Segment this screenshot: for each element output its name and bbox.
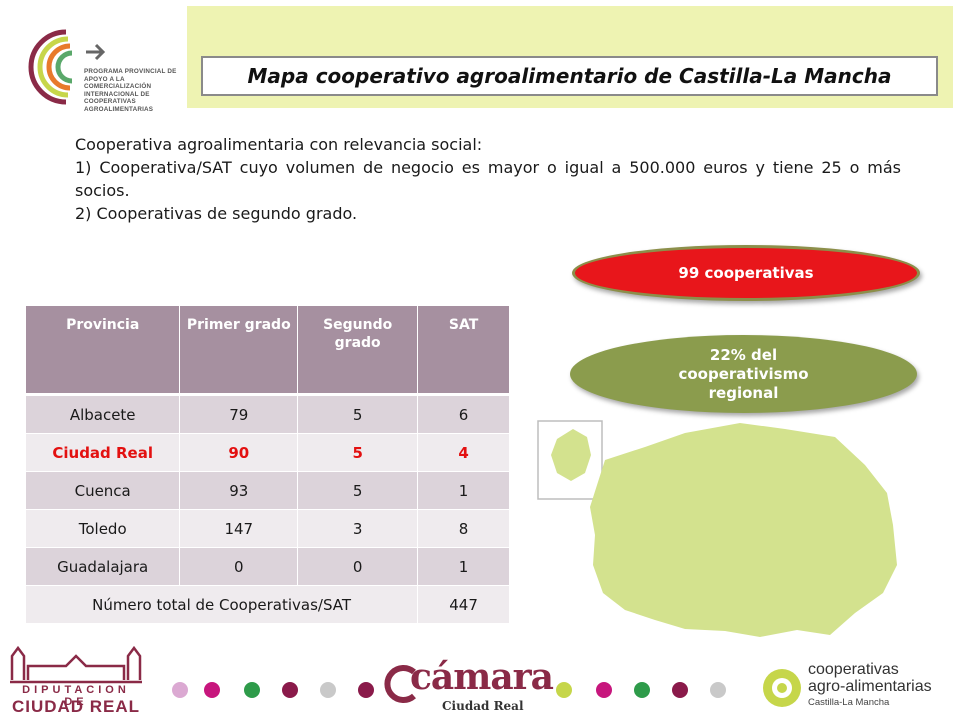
decorative-dot: [204, 682, 220, 698]
table-row: Cuenca 93 5 1: [26, 471, 510, 510]
cooperatives-table: Provincia Primer grado Segundo grado SAT…: [26, 306, 510, 624]
diputacion-line-2: CIUDAD REAL: [11, 697, 141, 716]
decorative-dot: [634, 682, 650, 698]
cooperatives-count-badge: 99 cooperativas: [572, 245, 920, 301]
table-cell: 147: [179, 509, 299, 548]
col-header-primer-grado: Primer grado: [179, 306, 299, 396]
table-cell: Cuenca: [26, 471, 181, 510]
regional-share-badge: 22% del cooperativismo regional: [570, 335, 917, 413]
decorative-dot: [710, 682, 726, 698]
arrow-right-icon: [86, 43, 106, 61]
coop-line-2: agro-alimentarias: [808, 678, 932, 695]
table-cell: 5: [297, 471, 419, 510]
table-cell: Guadalajara: [26, 547, 181, 586]
table-cell: 0: [297, 547, 419, 586]
decorative-dot: [672, 682, 688, 698]
diputacion-logo: DIPUTACION DE CIUDAD REAL: [6, 640, 146, 718]
region-shape: [590, 423, 897, 637]
table-total-row: Número total de Cooperativas/SAT 447: [26, 585, 510, 624]
table-row-highlighted: Ciudad Real 90 5 4: [26, 433, 510, 472]
intro-point-2: 2) Cooperativas de segundo grado.: [75, 204, 358, 223]
table-cell: 5: [297, 433, 419, 472]
diputacion-line-1: DIPUTACION DE: [22, 684, 130, 708]
table-cell: 93: [179, 471, 299, 510]
table-cell: 1: [417, 471, 510, 510]
table-cell: Ciudad Real: [26, 433, 181, 472]
decorative-dot: [556, 682, 572, 698]
decorative-dot: [282, 682, 298, 698]
table-cell: 90: [179, 433, 299, 472]
decorative-dot: [596, 682, 612, 698]
coop-line-1: cooperativas: [808, 661, 899, 678]
camara-logo-icon: [384, 665, 416, 703]
table-cell: 8: [417, 509, 510, 548]
table-cell: Albacete: [26, 394, 181, 434]
table-row: Albacete 79 5 6: [26, 394, 510, 434]
col-header-segundo-grado: Segundo grado: [297, 306, 419, 396]
cooperativas-logo: cooperativas agro-alimentarias Castilla-…: [760, 660, 955, 720]
table-cell: 5: [297, 394, 419, 434]
col-header-provincia: Provincia: [26, 306, 181, 396]
ppi-logo-text: PROGRAMA PROVINCIAL DE APOYO A LA COMERC…: [84, 68, 177, 113]
decorative-dot: [244, 682, 260, 698]
coop-line-3: Castilla-La Mancha: [808, 697, 890, 708]
ppi-logo: PROGRAMA PROVINCIAL DE APOYO A LA COMERC…: [26, 22, 186, 117]
col-header-sat: SAT: [417, 306, 510, 396]
table-row: Guadalajara 0 0 1: [26, 547, 510, 586]
inset-map-region: [551, 429, 591, 481]
page-title: Mapa cooperativo agroalimentario de Cast…: [201, 56, 938, 96]
intro-text: Cooperativa agroalimentaria con relevanc…: [75, 133, 901, 225]
cooperativas-logo-icon: [763, 669, 801, 707]
camara-wordmark: cámara: [410, 656, 554, 698]
intro-point-1: 1) Cooperativa/SAT cuyo volumen de negoc…: [75, 158, 901, 200]
table-cell: 0: [179, 547, 299, 586]
table-cell: 3: [297, 509, 419, 548]
castilla-la-mancha-map: [537, 420, 897, 637]
table-cell: 6: [417, 394, 510, 434]
regional-share-text: 22% del cooperativismo regional: [678, 345, 809, 402]
table-cell: 1: [417, 547, 510, 586]
intro-heading: Cooperativa agroalimentaria con relevanc…: [75, 135, 483, 154]
table-cell: 4: [417, 433, 510, 472]
total-label: Número total de Cooperativas/SAT: [26, 585, 419, 624]
decorative-dot: [320, 682, 336, 698]
diputacion-building-icon: [10, 645, 142, 684]
table-header-row: Provincia Primer grado Segundo grado SAT: [26, 306, 510, 396]
camara-logo: cámara Ciudad Real: [380, 656, 554, 718]
table-row: Toledo 147 3 8: [26, 509, 510, 548]
table-cell: Toledo: [26, 509, 181, 548]
camara-subtitle: Ciudad Real: [442, 699, 524, 713]
total-value: 447: [417, 585, 510, 624]
table-cell: 79: [179, 394, 299, 434]
decorative-dot: [358, 682, 374, 698]
decorative-dot: [172, 682, 188, 698]
ppi-logo-icon: [28, 29, 106, 105]
